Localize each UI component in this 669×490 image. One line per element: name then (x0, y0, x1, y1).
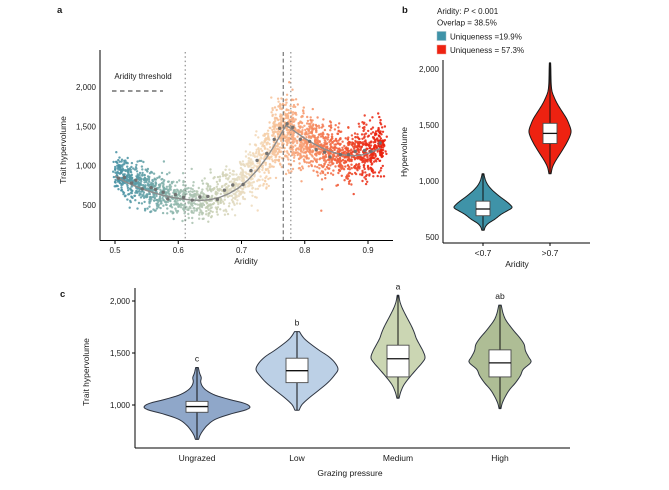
panel-a-y-tick: 2,000 (76, 83, 97, 92)
aridity-threshold-annotation: Aridity threshold (114, 72, 171, 81)
sig-letter-Low: b (295, 318, 300, 328)
panel-b-category-1: >0.7 (542, 248, 559, 258)
panel-b-violins (453, 62, 572, 231)
panel-c-y-tick: 1,000 (110, 401, 131, 410)
panel-b-stats-overlap: Overlap = 38.5% (437, 19, 497, 28)
panel-b-y-tick: 2,000 (419, 65, 440, 74)
panel-c-axes: 1,000 1,500 2,000 Ungrazed Low Medium High (110, 288, 570, 463)
panel-c-category-2: Medium (383, 453, 413, 463)
panel-b-y-axis-title: Hypervolume (399, 127, 409, 177)
legend-swatch-teal (436, 31, 447, 41)
panel-c-violins: c b a ab (143, 281, 532, 440)
panel-a-axes: 500 1,000 1,500 2,000 0.5 0.6 0.7 0.8 0.9 (76, 50, 393, 255)
boxplot-Medium (386, 344, 410, 378)
panel-b-axes: 500 1,000 1,500 2,000 <0.7 >0.7 (419, 60, 590, 258)
panel-c: c Trait hypervolume Grazing pressure c b a… (60, 281, 570, 478)
panel-c-category-1: Low (289, 453, 305, 463)
legend-label-red: Uniqueness = 57.3% (450, 46, 524, 55)
trend-line (114, 124, 381, 202)
panel-a-y-tick: 1,000 (76, 162, 97, 171)
panel-c-y-tick: 2,000 (110, 297, 131, 306)
panel-c-x-axis-title: Grazing pressure (317, 468, 382, 478)
sig-letter-Ungrazed: c (195, 354, 200, 364)
legend-swatch-red (436, 44, 447, 55)
panel-a-x-tick: 0.6 (173, 246, 185, 255)
panel-c-y-tick: 1,500 (110, 349, 131, 358)
panel-c-category-0: Ungrazed (179, 453, 216, 463)
legend-label-teal: Uniqueness =19.9% (450, 33, 522, 42)
panel-c-y-axis-title: Trait hypervolume (81, 338, 91, 406)
panel-b-y-tick: 500 (426, 233, 440, 242)
panel-b: b Aridity: P < 0.001 Overlap = 38.5% Uni… (399, 5, 590, 269)
sig-letter-High: ab (495, 291, 505, 301)
scatter-points (112, 81, 388, 225)
panel-a: a Trait hypervolume Aridity 500 1,000 1,50… (57, 5, 393, 266)
panel-b-letter: b (402, 5, 408, 16)
panel-b-category-0: <0.7 (475, 248, 492, 258)
panel-b-y-tick: 1,500 (419, 121, 440, 130)
panel-a-x-tick: 0.9 (362, 246, 374, 255)
panel-a-y-axis-title: Trait hypervolume (58, 116, 68, 184)
cluster-mean-dots (116, 122, 382, 202)
threshold-lines (184, 52, 292, 241)
panel-a-x-tick: 0.7 (236, 246, 248, 255)
panel-a-x-tick: 0.5 (109, 246, 121, 255)
panel-b-y-tick: 1,000 (419, 177, 440, 186)
panel-a-x-tick: 0.8 (299, 246, 311, 255)
panel-c-category-3: High (491, 453, 509, 463)
panel-b-stats-aridity: Aridity: P < 0.001 (437, 7, 499, 16)
panel-b-x-axis-title: Aridity (505, 259, 529, 269)
panel-a-letter: a (57, 5, 63, 16)
panel-c-letter: c (60, 289, 65, 300)
panel-a-x-axis-title: Aridity (234, 256, 258, 266)
sig-letter-Medium: a (396, 281, 401, 291)
panel-a-y-tick: 500 (83, 201, 97, 210)
panel-a-y-tick: 1,500 (76, 122, 97, 131)
